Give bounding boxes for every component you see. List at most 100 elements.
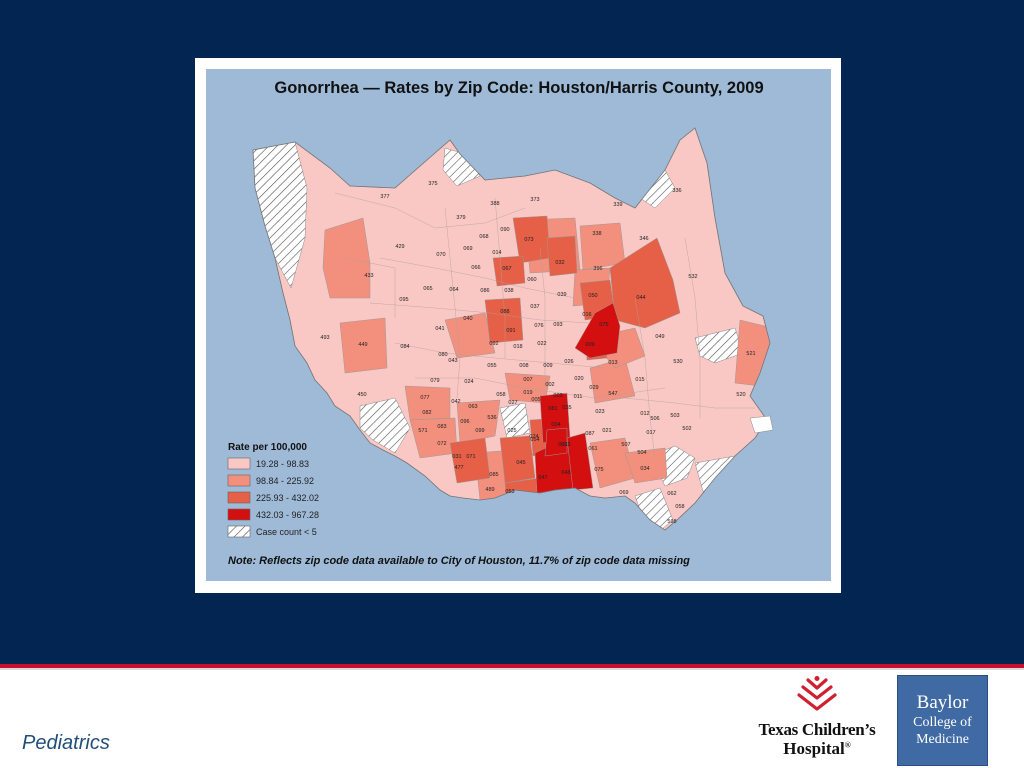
zip-label: 001 [558,442,567,448]
zip-label: 095 [399,297,408,303]
zip-area-433 [322,217,371,299]
zip-label: 019 [523,390,532,396]
zip-label: 099 [475,428,484,434]
divider-gray [0,668,1024,670]
zip-label: 009 [585,342,594,348]
legend-label-4: Case count < 5 [256,527,317,537]
zip-label: 020 [574,376,583,382]
zip-label: 079 [430,378,439,384]
zip-label: 071 [466,454,475,460]
zip-label: 489 [485,487,494,493]
zip-area-040 [444,312,496,359]
zip-label: 013 [608,360,617,366]
zip-label: 388 [490,201,499,207]
zip-label: 053 [505,489,514,495]
zip-label: 530 [673,359,682,365]
zip-label: 050 [588,293,597,299]
zip-label: 055 [487,363,496,369]
zip-label: 077 [420,395,429,401]
zip-label: 571 [418,428,427,434]
zip-area-449 [339,317,388,374]
zip-label: 450 [357,392,366,398]
zip-label: 506 [650,416,659,422]
zip-label: 080 [438,352,447,358]
zip-label: 521 [746,351,755,357]
zip-area-048 [566,432,594,491]
zip-label: 069 [619,490,628,496]
zip-label: 058 [675,504,684,510]
map-title-group: Gonorrhea — Rates by Zip Code: Houston/H… [274,79,763,97]
zip-label: 070 [436,252,445,258]
zip-label: 507 [621,442,630,448]
zip-label: 075 [599,322,608,328]
zip-label: 536 [487,415,496,421]
zip-label: 014 [492,250,501,256]
zip-label: 493 [320,335,329,341]
zip-label: 088 [500,309,509,315]
zip-label: 064 [449,287,458,293]
zip-label: 076 [534,323,543,329]
zip-label: 029 [589,385,598,391]
zip-label: 007 [523,377,532,383]
zip-label: 033 [561,442,570,448]
zip-label: 022 [537,341,546,347]
zip-label: 025 [507,428,516,434]
zip-label: 092 [489,341,498,347]
zip-label: 043 [448,358,457,364]
zip-label: 082 [422,410,431,416]
zip-label: 083 [437,424,446,430]
zip-label: 027 [508,400,517,406]
zip-label: 072 [437,441,446,447]
tch-heart-icon [797,676,837,711]
zip-label: 048 [561,470,570,476]
zip-label: 002 [545,382,554,388]
zip-label: 338 [592,231,601,237]
zip-label: 068 [479,234,488,240]
zip-label: 031 [452,454,461,460]
legend-swatch-4 [227,525,251,538]
zip-label: 026 [564,359,573,365]
zip-label: 073 [524,237,533,243]
zip-label: 023 [595,409,604,415]
zip-label: 035 [562,405,571,411]
zip-label: 081 [548,406,557,412]
zip-area-009 [574,302,621,359]
zip-label: 377 [380,194,389,200]
baylor-college-of-medicine-logo: Baylor College of Medicine [897,675,988,766]
zip-label: 008 [519,363,528,369]
zip-label: 375 [428,181,437,187]
zip-label: 011 [574,394,583,400]
zip-label: 504 [637,450,646,456]
zip-label: 085 [489,472,498,478]
zip-area-096 [456,399,501,444]
zip-label: 339 [613,202,622,208]
zip-area-032 [546,235,578,277]
zip-label: 379 [456,215,465,221]
zip-label: 038 [504,288,513,294]
zip-label: 547 [608,391,617,397]
tch-name-line2: Hospital® [783,739,851,758]
zip-area-hatched-c [499,402,531,439]
zip-area-088 [484,297,524,344]
zip-label: 373 [530,197,539,203]
zip-label: 034 [640,466,649,472]
zip-label: 429 [395,244,404,250]
zip-label: 042 [451,399,460,405]
zip-area-031 [449,437,491,484]
zip-label: 074 [529,434,538,440]
zip-label-layer: 377 375 388 373 336 339 379 090 068 073 338 346 069 0… [320,181,755,525]
zip-area-051 [544,427,568,457]
zip-area-045 [499,435,536,484]
zip-label: 063 [468,404,477,410]
legend-label-2: 225.93 - 432.02 [256,493,319,503]
zip-label: 015 [635,377,644,383]
county [252,127,774,531]
zip-label: 037 [530,304,539,310]
zip-label: 044 [636,295,645,301]
zip-label: 039 [557,292,566,298]
zip-label: 396 [593,266,602,272]
zip-label: 058 [496,392,505,398]
legend-swatch-1 [227,474,251,487]
divider-red [0,664,1024,668]
zip-label: 061 [588,446,597,452]
